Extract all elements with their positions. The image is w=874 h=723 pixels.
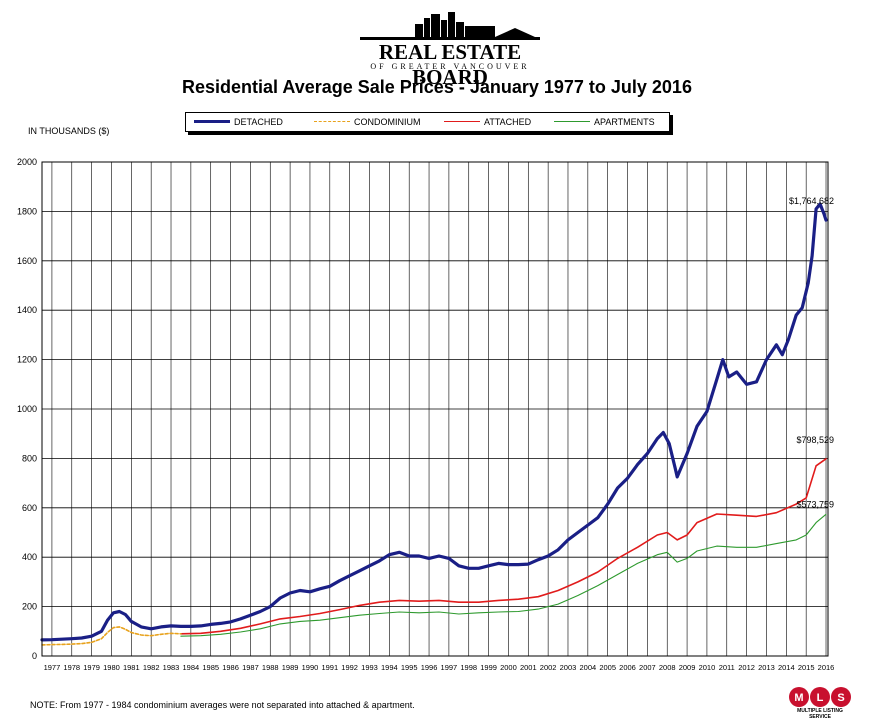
x-tick-label: 1977 [44,663,61,672]
series-line-apartments [180,513,827,637]
logo-name: REAL ESTATE BOARD [378,40,522,89]
chart-series [40,202,828,646]
x-tick-label: 1999 [480,663,497,672]
x-tick-label: 1997 [441,663,458,672]
logo-subtitle: OF GREATER VANCOUVER [370,62,530,71]
x-tick-label: 2014 [778,663,795,672]
legend-label-attached: ATTACHED [484,117,532,127]
y-tick-label: 1000 [17,404,37,414]
legend-label-apartments: APARTMENTS [594,117,655,127]
real-estate-board-logo: REAL ESTATE BOARD OF GREATER VANCOUVER [340,10,560,89]
x-tick-label: 1981 [123,663,140,672]
x-tick-label: 2008 [659,663,676,672]
y-tick-label: 1600 [17,256,37,266]
mls-badge-icon: M L S [789,687,851,707]
x-tick-label: 2015 [798,663,815,672]
x-tick-label: 1978 [63,663,80,672]
x-tick-label: 2013 [758,663,775,672]
x-tick-label: 2003 [560,663,577,672]
series-line-condominium [41,626,182,646]
value-annotation: $1,764,682 [789,196,834,206]
x-tick-label: 1988 [262,663,279,672]
x-axis-ticks: 1977 1978 1979 1980 1981 1982 1983 1984 1985 1986… [44,663,835,672]
x-tick-label: 1979 [83,663,100,672]
x-tick-label: 2007 [639,663,656,672]
y-tick-label: 200 [22,602,37,612]
skyline-icon [360,12,540,40]
footnote: NOTE: From 1977 - 1984 condominium avera… [30,700,415,710]
x-tick-label: 1991 [321,663,338,672]
y-tick-label: 800 [22,453,37,463]
x-tick-label: 2012 [738,663,755,672]
x-tick-label: 2010 [699,663,716,672]
x-tick-label: 1992 [341,663,358,672]
x-tick-label: 1983 [163,663,180,672]
x-tick-label: 2000 [500,663,517,672]
price-chart: 0 200 400 600 800 1000 1200 1400 1600 1800 2000 19… [17,157,835,672]
series-line-attached [180,458,827,635]
value-annotation: $573,759 [796,499,834,509]
x-tick-label: 1995 [401,663,418,672]
x-tick-label: 1982 [143,663,160,672]
x-tick-label: 1996 [421,663,438,672]
legend-swatch-attached [444,121,480,122]
mls-subtitle: MULTIPLE LISTING SERVICE [797,708,843,720]
x-tick-label: 1984 [183,663,200,672]
series-line-detached [40,202,828,642]
x-tick-label: 2011 [719,663,735,672]
x-tick-label: 1985 [202,663,219,672]
x-tick-label: 1987 [242,663,259,672]
chart-annotations: $1,764,682 $798,529 $573,759 [789,196,834,509]
x-tick-label: 2006 [619,663,636,672]
y-tick-label: 1200 [17,355,37,365]
chart-grid [42,161,828,657]
y-tick-label: 2000 [17,157,37,167]
x-tick-label: 2002 [540,663,557,672]
x-tick-label: 1994 [381,663,398,672]
y-tick-label: 600 [22,503,37,513]
x-tick-label: 2005 [599,663,616,672]
y-axis-unit-label: IN THOUSANDS ($) [28,126,110,136]
plot-area-border [41,161,829,657]
x-tick-label: 2009 [679,663,696,672]
x-tick-label: 1993 [361,663,378,672]
svg-text:S: S [837,692,844,704]
mls-logo: M L S MULTIPLE LISTING SERVICE [788,686,852,720]
x-tick-label: 1989 [282,663,299,672]
legend-label-detached: DETACHED [234,117,283,127]
x-tick-label: 1986 [222,663,239,672]
legend-swatch-detached [194,120,230,123]
x-tick-label: 1998 [460,663,477,672]
y-tick-label: 0 [32,651,37,661]
y-tick-label: 1800 [17,206,37,216]
chart-legend: DETACHED CONDOMINIUM ATTACHED APARTMENTS [185,112,670,132]
chart-title: Residential Average Sale Prices - Januar… [182,77,692,97]
legend-label-condominium: CONDOMINIUM [354,117,421,127]
x-tick-label: 1990 [302,663,319,672]
legend-swatch-apartments [554,121,590,122]
value-annotation: $798,529 [796,435,834,445]
y-axis-ticks: 0 200 400 600 800 1000 1200 1400 1600 1800 2000 [17,157,37,661]
y-tick-label: 400 [22,552,37,562]
legend-swatch-condominium [314,121,350,122]
svg-text:L: L [817,692,824,704]
x-tick-label: 2004 [579,663,596,672]
x-tick-label: 2001 [520,663,537,672]
x-tick-label: 1980 [103,663,120,672]
x-tick-label: 2016 [818,663,835,672]
y-tick-label: 1400 [17,305,37,315]
svg-text:M: M [794,692,803,704]
